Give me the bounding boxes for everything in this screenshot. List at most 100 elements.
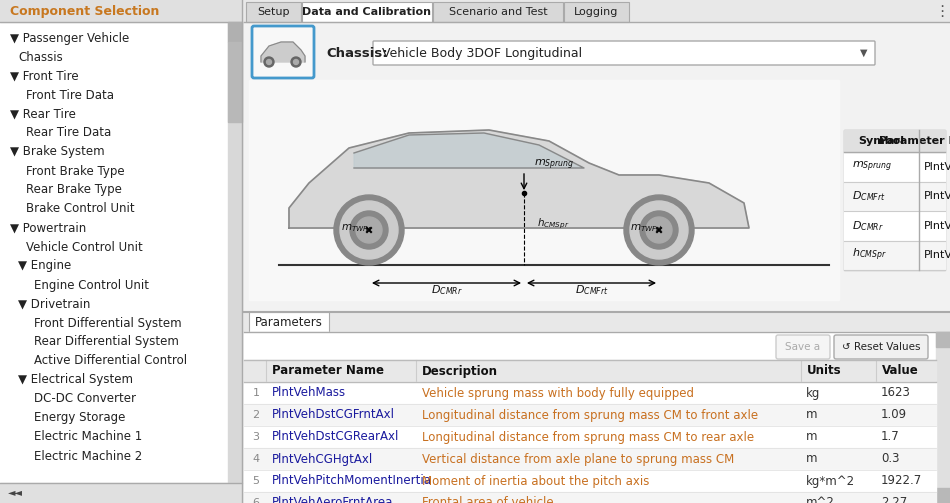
Bar (0, 0, 242, 22)
Circle shape (350, 211, 388, 249)
Bar (244, 448, 936, 470)
Bar (244, 470, 936, 492)
Polygon shape (289, 130, 749, 228)
Circle shape (294, 59, 298, 64)
Text: Moment of inertia about the pitch axis: Moment of inertia about the pitch axis (422, 474, 650, 487)
Circle shape (267, 59, 272, 64)
FancyBboxPatch shape (834, 335, 928, 359)
Text: Longitudinal distance from sprung mass CM to rear axle: Longitudinal distance from sprung mass C… (422, 431, 754, 444)
Bar (244, 0, 950, 503)
Circle shape (640, 211, 678, 249)
Circle shape (646, 217, 672, 243)
Text: Vehicle sprung mass with body fully equipped: Vehicle sprung mass with body fully equi… (422, 386, 694, 399)
Text: PlntVehDstCGFrntAxl: PlntVehDstCGFrntAxl (924, 191, 950, 201)
Text: $D_{CMRr}$: $D_{CMRr}$ (852, 219, 884, 233)
Circle shape (334, 195, 404, 265)
Text: Electric Machine 1: Electric Machine 1 (34, 431, 142, 444)
Text: PlntVehCGHgtAxl: PlntVehCGHgtAxl (272, 453, 373, 465)
Text: $D_{CMRr}$: $D_{CMRr}$ (430, 283, 463, 297)
Text: Description: Description (422, 365, 498, 377)
Text: Component Selection: Component Selection (10, 5, 160, 18)
Bar (0, 0, 242, 503)
Text: Front Brake Type: Front Brake Type (26, 164, 124, 178)
Bar (844, 182, 945, 211)
Text: Electric Machine 2: Electric Machine 2 (34, 450, 142, 462)
Text: Vehicle Body 3DOF Longitudinal: Vehicle Body 3DOF Longitudinal (382, 46, 582, 59)
Text: Rear Tire Data: Rear Tire Data (26, 126, 111, 139)
FancyBboxPatch shape (776, 335, 830, 359)
Bar (302, 2, 432, 22)
Text: ▼ Front Tire: ▼ Front Tire (10, 69, 79, 82)
Text: Symbol: Symbol (859, 136, 904, 146)
Text: 2: 2 (253, 410, 259, 420)
Text: ◄◄: ◄◄ (8, 487, 23, 497)
Text: Chassis:: Chassis: (326, 46, 388, 59)
Text: 1623: 1623 (881, 386, 911, 399)
Text: 5: 5 (253, 476, 259, 486)
Text: ↺ Reset Values: ↺ Reset Values (842, 342, 921, 352)
Bar (244, 332, 936, 503)
FancyBboxPatch shape (252, 26, 314, 78)
Text: 1: 1 (253, 388, 259, 398)
Text: PlntVehMass: PlntVehMass (924, 162, 950, 172)
Text: Energy Storage: Energy Storage (34, 411, 125, 425)
Text: $D_{CMFrt}$: $D_{CMFrt}$ (575, 283, 608, 297)
Text: Scenario and Test: Scenario and Test (448, 7, 547, 17)
Bar (244, 426, 936, 448)
Bar (564, 2, 629, 22)
Text: ▼: ▼ (861, 48, 867, 58)
Text: PlntVehDstCGRearAxl: PlntVehDstCGRearAxl (924, 221, 950, 231)
Bar (433, 2, 563, 22)
Bar (244, 492, 936, 503)
Text: Units: Units (807, 365, 842, 377)
Text: 4: 4 (253, 454, 259, 464)
Text: Save a: Save a (786, 342, 821, 352)
Bar (228, 22, 242, 42)
Bar (244, 382, 936, 404)
Text: kg: kg (806, 386, 821, 399)
Text: PlntVehDstCGRearAxl: PlntVehDstCGRearAxl (272, 431, 399, 444)
Text: PlntVehMass: PlntVehMass (272, 386, 346, 399)
Text: 1.09: 1.09 (881, 408, 907, 422)
Circle shape (624, 195, 694, 265)
Bar (844, 211, 945, 240)
Text: 1.7: 1.7 (881, 431, 900, 444)
Text: Rear Differential System: Rear Differential System (34, 336, 179, 349)
Text: PlntVehPitchMomentInertia: PlntVehPitchMomentInertia (272, 474, 432, 487)
Text: $m_{TWFrt}$: $m_{TWFrt}$ (630, 222, 664, 234)
Text: $D_{CMFrt}$: $D_{CMFrt}$ (852, 189, 885, 203)
Text: ▼ Electrical System: ▼ Electrical System (18, 374, 133, 386)
Text: m: m (806, 453, 818, 465)
Text: 1922.7: 1922.7 (881, 474, 922, 487)
Text: 2.27: 2.27 (881, 496, 907, 503)
Text: Data and Calibration: Data and Calibration (302, 7, 431, 17)
Text: m^2: m^2 (806, 496, 835, 503)
Bar (228, 22, 242, 483)
Bar (249, 80, 839, 300)
Text: kg*m^2: kg*m^2 (806, 474, 855, 487)
Text: Chassis: Chassis (18, 50, 63, 63)
Bar (244, 404, 936, 426)
Bar (844, 240, 945, 270)
Text: Active Differential Control: Active Differential Control (34, 355, 187, 368)
Bar (246, 2, 301, 22)
Text: PlntVehDstCGFrntAxl: PlntVehDstCGFrntAxl (272, 408, 395, 422)
Text: ▼ Drivetrain: ▼ Drivetrain (18, 297, 90, 310)
Text: Engine Control Unit: Engine Control Unit (34, 279, 149, 292)
Text: 6: 6 (253, 498, 259, 503)
Text: Logging: Logging (575, 7, 618, 17)
Text: $m_{Sprung}$: $m_{Sprung}$ (534, 158, 575, 172)
Bar (936, 332, 950, 347)
Text: ▼ Rear Tire: ▼ Rear Tire (10, 108, 76, 121)
Text: Parameter Name: Parameter Name (880, 136, 950, 146)
Circle shape (340, 201, 398, 259)
Text: ▼ Brake System: ▼ Brake System (10, 145, 105, 158)
Bar (844, 152, 945, 182)
Text: Front Tire Data: Front Tire Data (26, 89, 114, 102)
Text: ⋮: ⋮ (935, 4, 950, 19)
Text: $m_{TWRr}$: $m_{TWRr}$ (341, 222, 373, 234)
Text: Vehicle Control Unit: Vehicle Control Unit (26, 240, 142, 254)
Text: m: m (806, 431, 818, 444)
Polygon shape (354, 133, 584, 168)
Bar (936, 332, 950, 503)
